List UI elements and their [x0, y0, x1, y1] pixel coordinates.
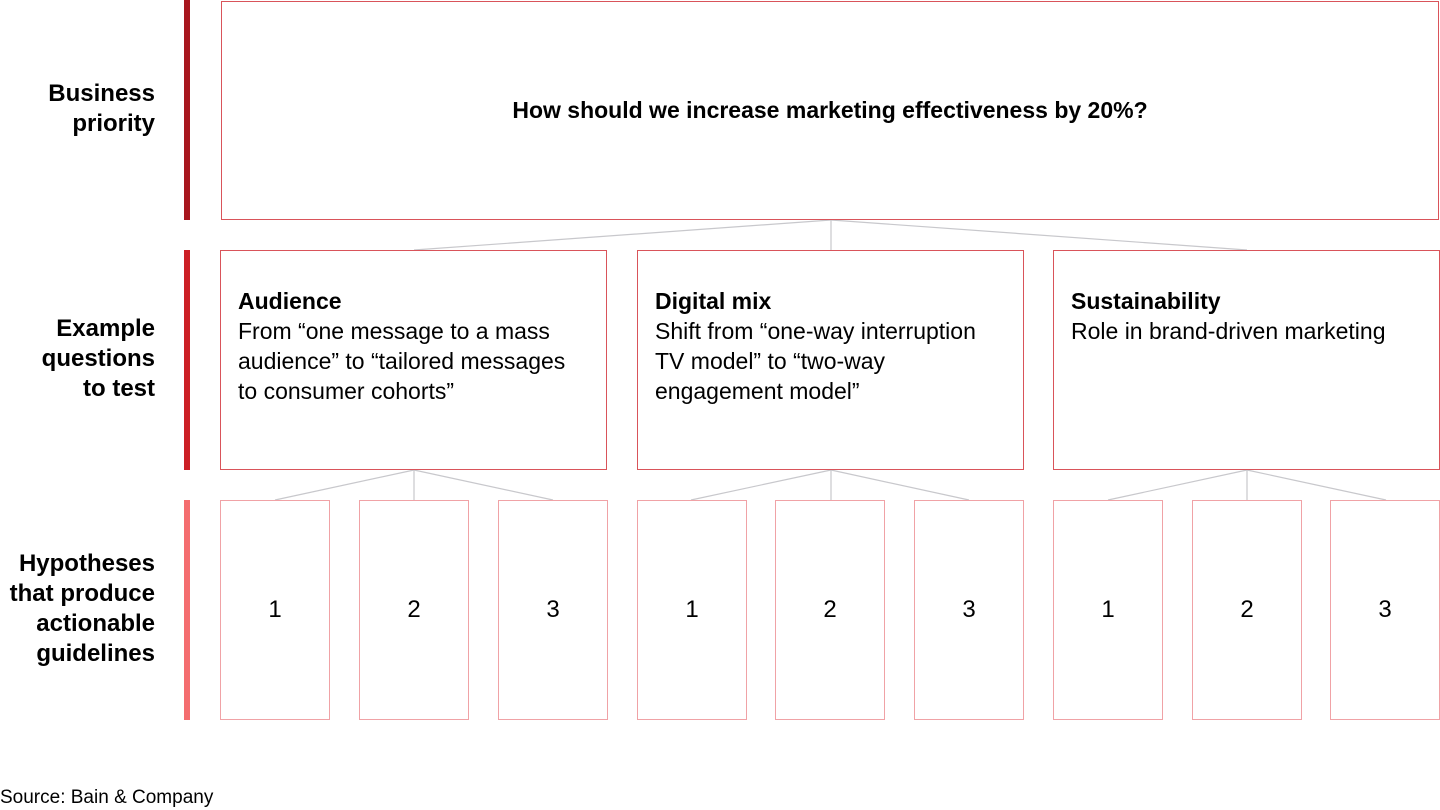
row-label-business-priority: Business priority	[48, 80, 155, 137]
question-title: Audience	[238, 288, 342, 314]
row-label-example-questions: Example questions to test	[41, 315, 155, 402]
question-box-audience: Audience From “one message to a mass aud…	[220, 250, 607, 470]
hypothesis-number: 2	[1240, 596, 1254, 623]
hypothesis-box: 3	[914, 500, 1024, 720]
hypothesis-box: 1	[637, 500, 747, 720]
question-box-digital-mix: Digital mix Shift from “one-way interrup…	[637, 250, 1024, 470]
question-description: From “one message to a mass audience” to…	[238, 318, 566, 404]
hypothesis-number: 2	[823, 596, 837, 623]
source-note: Source: Bain & Company	[0, 787, 214, 808]
hypothesis-number: 2	[407, 596, 421, 623]
hypothesis-box: 3	[1330, 500, 1440, 720]
business-priority-box: How should we increase marketing effecti…	[221, 1, 1439, 220]
hypothesis-box: 2	[359, 500, 469, 720]
hypothesis-box: 2	[1192, 500, 1302, 720]
hypothesis-number: 3	[1378, 596, 1392, 623]
hypothesis-box: 2	[775, 500, 885, 720]
hypothesis-number: 3	[962, 596, 976, 623]
question-description: Shift from “one-way interruption TV mode…	[655, 318, 976, 404]
hypothesis-number: 1	[268, 596, 282, 623]
question-title: Digital mix	[655, 288, 772, 314]
hypothesis-number: 1	[685, 596, 699, 623]
hypothesis-box: 1	[1053, 500, 1163, 720]
hypothesis-number: 3	[546, 596, 560, 623]
row-bar-hypotheses	[184, 500, 190, 720]
question-box-sustainability: Sustainability Role in brand-driven mark…	[1053, 250, 1440, 470]
hypothesis-box: 1	[220, 500, 330, 720]
row-label-hypotheses: Hypotheses that produce actionable guide…	[9, 550, 155, 667]
row-bar-example-questions	[184, 250, 190, 470]
question-title: Sustainability	[1071, 288, 1221, 314]
business-priority-question: How should we increase marketing effecti…	[512, 97, 1148, 123]
hypothesis-box: 3	[498, 500, 608, 720]
row-bar-business-priority	[184, 0, 190, 220]
hypothesis-number: 1	[1101, 596, 1115, 623]
question-description: Role in brand-driven marketing	[1071, 318, 1386, 344]
